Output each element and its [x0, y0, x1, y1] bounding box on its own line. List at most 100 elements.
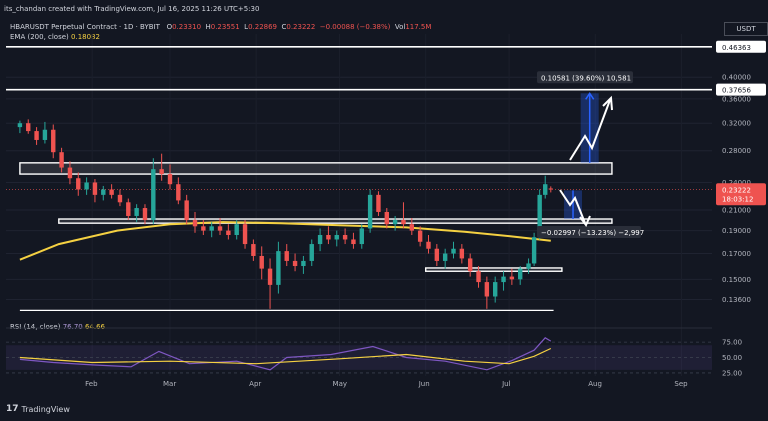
- candle-body: [151, 169, 156, 221]
- horizontal-zone: [58, 218, 613, 224]
- measure-up-arrowhead: [585, 91, 595, 100]
- candle-body: [543, 184, 548, 195]
- candle-body: [531, 237, 537, 264]
- candle-body: [284, 251, 289, 261]
- candle-body: [526, 263, 531, 269]
- price-tag-box: [716, 83, 766, 96]
- ema-value: 0.18082: [71, 33, 100, 41]
- candle-body: [109, 189, 114, 195]
- measure-up-label-box: [537, 71, 633, 84]
- high-value: 0.23551: [210, 23, 240, 31]
- candle-body: [276, 251, 281, 285]
- candle-body: [392, 220, 398, 225]
- candle-body: [326, 234, 331, 240]
- candle-body: [359, 228, 364, 245]
- time-axis-label: Jun: [418, 380, 430, 388]
- price-tag-label: 0.37656: [722, 87, 751, 95]
- candle-body: [117, 194, 123, 203]
- candle-body: [537, 194, 542, 238]
- candle-body: [209, 226, 214, 231]
- price-tick-label: 0.17000: [722, 250, 751, 258]
- candle-body: [434, 248, 440, 261]
- candle-body: [267, 268, 273, 285]
- symbol-legend[interactable]: HBARUSDT Perpetual Contract · 1D · BYBIT…: [10, 23, 431, 31]
- price-tag-box: [716, 40, 766, 53]
- candle-body: [426, 241, 431, 249]
- candle-body: [451, 248, 456, 254]
- ema-200-line: [19, 221, 551, 261]
- ema-label: EMA (200, close): [10, 33, 69, 41]
- candle-body: [176, 184, 181, 201]
- bearish-projection-arrow: [559, 189, 586, 224]
- time-axis-label: Aug: [588, 380, 602, 388]
- candle-body: [101, 189, 106, 195]
- candle-body: [301, 260, 306, 267]
- brand-name: TradingView: [21, 404, 70, 414]
- candle-body: [167, 174, 173, 185]
- bearish-arrowhead-icon: [579, 215, 591, 227]
- price-tick-label: 0.32000: [722, 120, 751, 128]
- rsi-tick-label: 25.00: [722, 369, 742, 377]
- ema-legend[interactable]: EMA (200, close) 0.18082: [10, 33, 100, 41]
- price-tick-label: 0.36000: [722, 95, 751, 103]
- time-axis-label: Mar: [163, 380, 176, 388]
- open-label: O: [166, 23, 173, 31]
- price-tick-label: 0.13600: [722, 296, 751, 304]
- candle-body: [548, 188, 553, 190]
- candle-body: [51, 129, 56, 153]
- candle-body: [384, 211, 389, 225]
- rsi-line: [19, 337, 552, 371]
- candle-body: [67, 167, 73, 179]
- candle-body: [292, 260, 298, 267]
- price-tick-label: 0.21000: [722, 206, 751, 214]
- price-tick-label: 0.19000: [722, 227, 751, 235]
- rsi-legend[interactable]: RSI (14, close) 76.70 64.66: [10, 323, 105, 331]
- candle-countdown-label: 18:03:12: [722, 195, 753, 203]
- horizontal-zone: [425, 267, 563, 272]
- change-value: −0.00088 (−0.38%): [319, 23, 391, 31]
- candle-body: [217, 226, 223, 231]
- horizontal-zone: [19, 162, 613, 175]
- price-tick-label: 0.15000: [722, 276, 751, 284]
- candle-body: [184, 200, 189, 221]
- candle-body: [459, 248, 465, 259]
- close-label: C: [281, 23, 287, 31]
- price-tick-label: 0.40000: [722, 74, 751, 82]
- candle-body: [501, 276, 506, 283]
- close-value: 0.23222: [286, 23, 316, 31]
- measure-down-label: −0.02997 (−13.23%) −2,997: [541, 229, 644, 237]
- candle-body: [76, 178, 81, 190]
- candle-body: [492, 282, 498, 297]
- candle-body: [234, 224, 239, 235]
- candle-body: [484, 282, 490, 297]
- candle-body: [351, 239, 356, 245]
- candle-body: [26, 123, 31, 132]
- rsi-tick-label: 75.00: [722, 339, 742, 347]
- time-axis-label: Jul: [501, 380, 511, 388]
- rsi-ma-line: [19, 347, 552, 365]
- time-axis-label: May: [333, 380, 347, 388]
- rsi-tick-label: 50.00: [722, 354, 742, 362]
- measure-down-label-box: [537, 226, 641, 239]
- low-label: L: [244, 23, 249, 31]
- candle-body: [251, 244, 256, 256]
- low-value: 0.22869: [248, 23, 278, 31]
- volume-label: Vol: [394, 23, 406, 31]
- candle-body: [134, 208, 139, 216]
- tradingview-brand: 𝟭𝟳 TradingView: [6, 404, 70, 414]
- candle-body: [59, 152, 64, 168]
- candle-body: [518, 268, 523, 280]
- current-price-label: 0.23222: [722, 186, 751, 194]
- rsi-ma-value: 64.66: [84, 323, 106, 331]
- bullish-projection-arrow: [569, 99, 611, 161]
- candle-body: [401, 220, 406, 225]
- candle-body: [342, 234, 348, 240]
- currency-button[interactable]: USDT: [724, 22, 768, 36]
- tradingview-logo-icon: 𝟭𝟳: [6, 404, 19, 414]
- candle-body: [126, 202, 131, 216]
- candle-body: [192, 220, 198, 227]
- candle-body: [309, 244, 314, 261]
- candle-body: [442, 253, 448, 261]
- candle-body: [334, 234, 339, 240]
